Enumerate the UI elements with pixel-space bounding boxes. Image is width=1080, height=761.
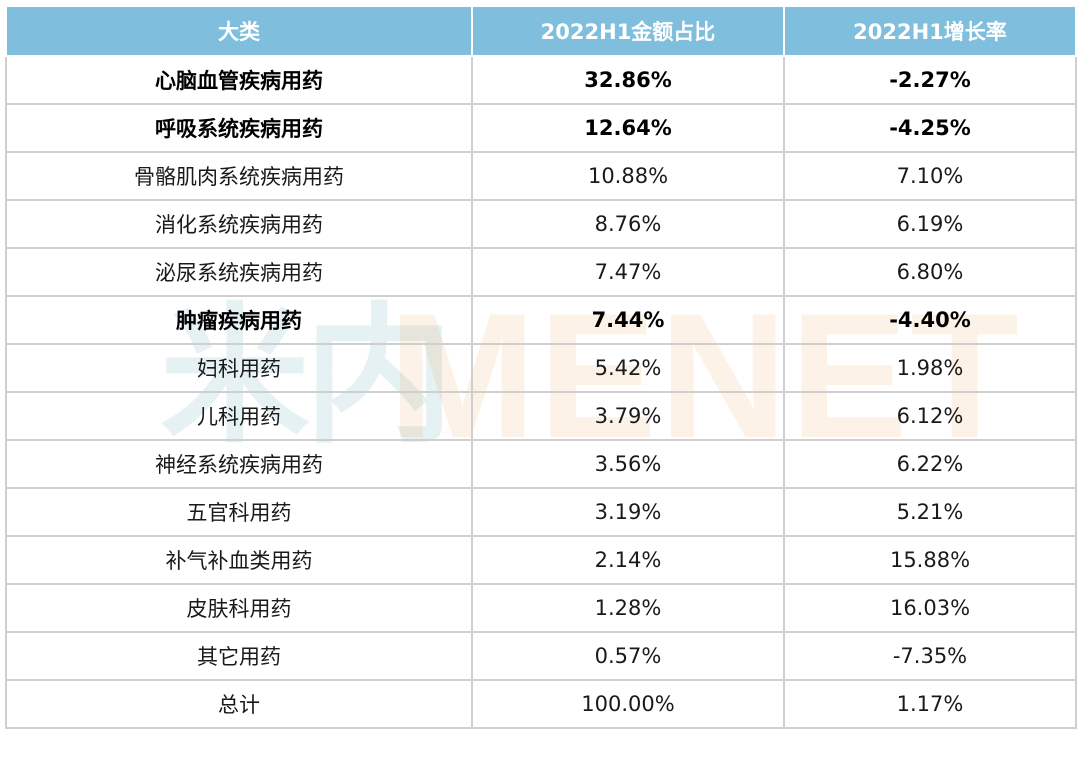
share-cell: 0.57% [471, 631, 785, 681]
header-growth: 2022H1增长率 [783, 5, 1077, 57]
table-row: 总计 100.00% 1.17% [5, 679, 1077, 729]
share-cell: 2.14% [471, 535, 785, 585]
category-cell: 其它用药 [5, 631, 473, 681]
share-cell: 3.19% [471, 487, 785, 537]
category-cell: 补气补血类用药 [5, 535, 473, 585]
category-cell: 总计 [5, 679, 473, 729]
table-row: 消化系统疾病用药 8.76% 6.19% [5, 199, 1077, 249]
table-row: 妇科用药 5.42% 1.98% [5, 343, 1077, 393]
growth-cell: -4.40% [783, 295, 1077, 345]
share-cell: 12.64% [471, 103, 785, 153]
table-row: 皮肤科用药 1.28% 16.03% [5, 583, 1077, 633]
category-cell: 神经系统疾病用药 [5, 439, 473, 489]
category-cell: 骨骼肌肉系统疾病用药 [5, 151, 473, 201]
table-row: 呼吸系统疾病用药 12.64% -4.25% [5, 103, 1077, 153]
category-cell: 皮肤科用药 [5, 583, 473, 633]
table-row: 神经系统疾病用药 3.56% 6.22% [5, 439, 1077, 489]
share-cell: 7.47% [471, 247, 785, 297]
growth-cell: 6.80% [783, 247, 1077, 297]
share-cell: 3.79% [471, 391, 785, 441]
growth-cell: -2.27% [783, 55, 1077, 105]
table-row: 肿瘤疾病用药 7.44% -4.40% [5, 295, 1077, 345]
share-cell: 8.76% [471, 199, 785, 249]
table-row: 补气补血类用药 2.14% 15.88% [5, 535, 1077, 585]
category-cell: 妇科用药 [5, 343, 473, 393]
table-row: 儿科用药 3.79% 6.12% [5, 391, 1077, 441]
growth-cell: 15.88% [783, 535, 1077, 585]
category-cell: 心脑血管疾病用药 [5, 55, 473, 105]
category-cell: 五官科用药 [5, 487, 473, 537]
table-row: 心脑血管疾病用药 32.86% -2.27% [5, 55, 1077, 105]
table-row: 五官科用药 3.19% 5.21% [5, 487, 1077, 537]
growth-cell: -4.25% [783, 103, 1077, 153]
category-cell: 肿瘤疾病用药 [5, 295, 473, 345]
table-row: 泌尿系统疾病用药 7.47% 6.80% [5, 247, 1077, 297]
category-cell: 呼吸系统疾病用药 [5, 103, 473, 153]
growth-cell: 16.03% [783, 583, 1077, 633]
growth-cell: -7.35% [783, 631, 1077, 681]
growth-cell: 1.98% [783, 343, 1077, 393]
table-body: 心脑血管疾病用药 32.86% -2.27% 呼吸系统疾病用药 12.64% -4.25%… [5, 55, 1077, 729]
share-cell: 100.00% [471, 679, 785, 729]
header-share: 2022H1金额占比 [471, 5, 785, 57]
share-cell: 1.28% [471, 583, 785, 633]
growth-cell: 6.19% [783, 199, 1077, 249]
table-row: 骨骼肌肉系统疾病用药 10.88% 7.10% [5, 151, 1077, 201]
share-cell: 7.44% [471, 295, 785, 345]
growth-cell: 6.12% [783, 391, 1077, 441]
share-cell: 3.56% [471, 439, 785, 489]
growth-cell: 6.22% [783, 439, 1077, 489]
table-header-row: 大类 2022H1金额占比 2022H1增长率 [5, 5, 1077, 57]
category-cell: 泌尿系统疾病用药 [5, 247, 473, 297]
share-cell: 5.42% [471, 343, 785, 393]
share-cell: 32.86% [471, 55, 785, 105]
category-cell: 消化系统疾病用药 [5, 199, 473, 249]
category-cell: 儿科用药 [5, 391, 473, 441]
header-category: 大类 [5, 5, 473, 57]
share-cell: 10.88% [471, 151, 785, 201]
drug-category-table: 大类 2022H1金额占比 2022H1增长率 心脑血管疾病用药 32.86% -2… [5, 5, 1077, 729]
table-row: 其它用药 0.57% -7.35% [5, 631, 1077, 681]
growth-cell: 1.17% [783, 679, 1077, 729]
growth-cell: 5.21% [783, 487, 1077, 537]
growth-cell: 7.10% [783, 151, 1077, 201]
